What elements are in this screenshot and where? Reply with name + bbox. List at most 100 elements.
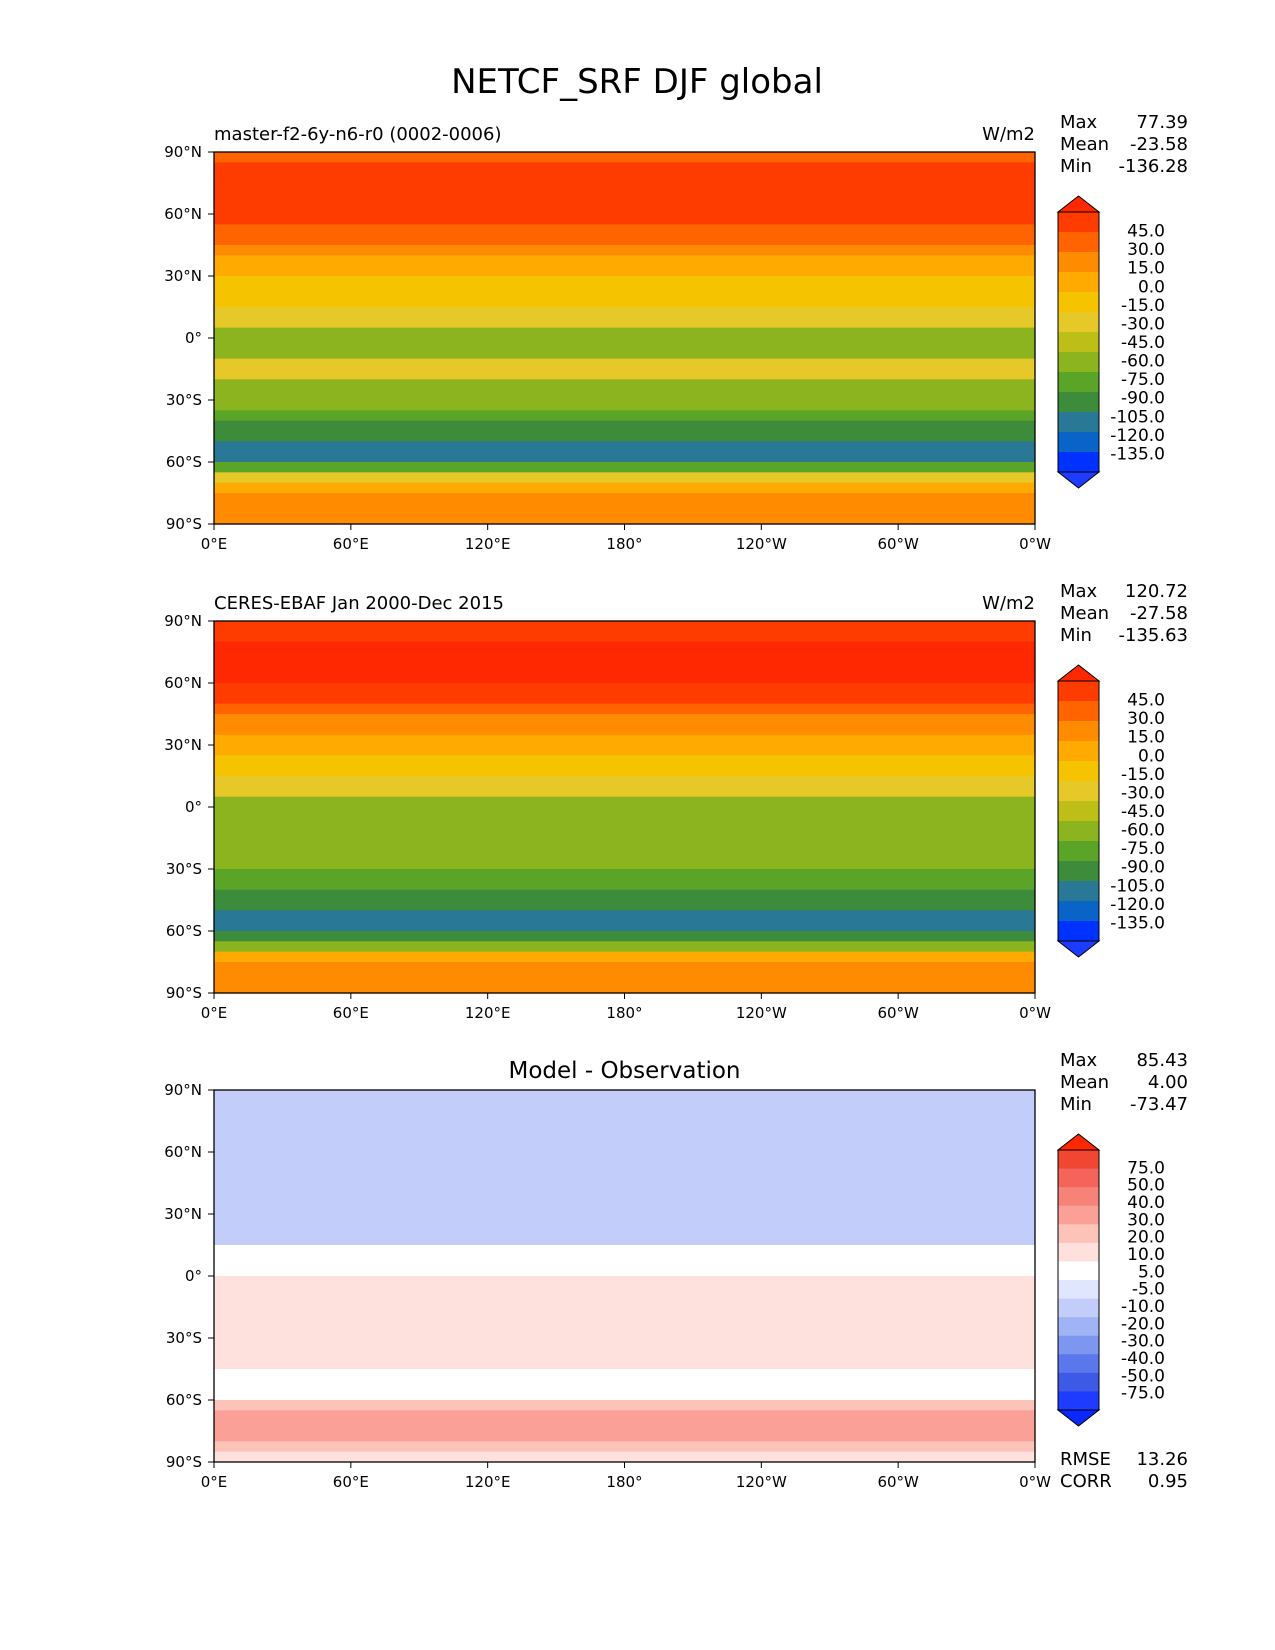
- field-band: [214, 931, 1035, 942]
- stat-value: -136.28: [1119, 156, 1188, 177]
- field-band: [214, 286, 1035, 298]
- panel-3: Model - Observation 0°E 60°E 120°E 180° 120°W…: [164, 1050, 1188, 1492]
- colorbar-segment: [1058, 801, 1099, 822]
- colorbar-segment: [1058, 212, 1099, 233]
- field-band: [214, 379, 1035, 391]
- x-tick-label: 0°W: [1019, 1004, 1051, 1022]
- field-band: [214, 1338, 1035, 1349]
- stat-label: Min: [1060, 625, 1092, 646]
- colorbar-segment: [1058, 452, 1099, 473]
- field-band: [214, 1431, 1035, 1442]
- field-band: [214, 910, 1035, 922]
- field-band: [214, 920, 1035, 932]
- x-tick-label: 60°W: [877, 1473, 919, 1491]
- colorbar-label: -45.0: [1121, 333, 1165, 353]
- colorbar-label: -45.0: [1121, 802, 1165, 822]
- x-tick-label: 180°: [606, 535, 642, 553]
- stat-value: 85.43: [1136, 1050, 1188, 1071]
- field-band: [214, 941, 1035, 953]
- field-band: [214, 1245, 1035, 1256]
- colorbar-segment: [1058, 1372, 1099, 1392]
- field-band: [214, 234, 1035, 246]
- field-band: [214, 1224, 1035, 1236]
- y-tick-label: 90°S: [166, 515, 202, 533]
- colorbar-frame: [1057, 680, 1100, 942]
- colorbar-segment: [1058, 372, 1099, 393]
- field-band: [214, 1441, 1035, 1453]
- colorbar-extend-top: [1056, 664, 1101, 682]
- field-band: [214, 1379, 1035, 1391]
- panel-left-title: CERES-EBAF Jan 2000-Dec 2015: [214, 593, 504, 614]
- colorbar-segment: [1058, 312, 1099, 333]
- field-band: [214, 1389, 1035, 1401]
- field-band: [214, 641, 1035, 653]
- field-band: [214, 358, 1035, 370]
- colorbar-extend-top: [1056, 1133, 1101, 1151]
- y-tick-label: 30°N: [164, 267, 202, 285]
- field-band: [214, 162, 1035, 174]
- colorbar-segment: [1058, 272, 1099, 293]
- field-band: [214, 1183, 1035, 1194]
- colorbar-label: 10.0: [1127, 1245, 1165, 1265]
- y-tick-label: 90°N: [164, 612, 202, 630]
- colorbar-segment: [1058, 1280, 1099, 1300]
- field-band: [214, 1090, 1035, 1101]
- panel-2: CERES-EBAF Jan 2000-Dec 2015 W/m2 0°E 60°E 1…: [164, 581, 1188, 1022]
- stat-label: Min: [1060, 156, 1092, 177]
- field-band: [214, 1172, 1035, 1184]
- field-band: [214, 276, 1035, 287]
- stat-value: 77.39: [1136, 112, 1188, 133]
- colorbar-label: -60.0: [1121, 352, 1165, 372]
- colorbar-segment: [1058, 861, 1099, 882]
- y-tick-label: 30°N: [164, 736, 202, 754]
- x-tick-label: 180°: [606, 1473, 642, 1491]
- field-band: [214, 1276, 1035, 1287]
- field-band: [214, 152, 1035, 163]
- y-tick-label: 60°N: [164, 205, 202, 223]
- colorbar-label: 50.0: [1127, 1176, 1165, 1196]
- field-band: [214, 400, 1035, 411]
- field-band: [214, 327, 1035, 339]
- stat-value: -27.58: [1130, 603, 1188, 624]
- field-band: [214, 807, 1035, 818]
- colorbar-extend-bottom: [1056, 471, 1101, 489]
- field-band: [214, 621, 1035, 632]
- colorbar-segment: [1058, 721, 1099, 742]
- y-tick-label: 90°N: [164, 143, 202, 161]
- field-band: [214, 1327, 1035, 1339]
- field-band: [214, 482, 1035, 494]
- field-band: [214, 662, 1035, 674]
- colorbar-segment: [1058, 232, 1099, 253]
- colorbar-label: -5.0: [1132, 1280, 1165, 1300]
- stat-label: RMSE: [1060, 1449, 1111, 1470]
- y-tick-label: 60°S: [166, 922, 202, 940]
- colorbar-label: 45.0: [1127, 222, 1165, 242]
- x-tick-label: 120°W: [736, 535, 787, 553]
- x-tick-label: 60°E: [333, 1004, 369, 1022]
- x-tick-label: 120°E: [465, 535, 511, 553]
- colorbar-label: -135.0: [1110, 444, 1165, 464]
- colorbar-segment: [1058, 761, 1099, 782]
- y-tick-label: 60°S: [166, 453, 202, 471]
- field-band: [214, 962, 1035, 973]
- colorbar-label: -30.0: [1121, 1332, 1165, 1352]
- stat-value: 120.72: [1125, 581, 1188, 602]
- field-band: [214, 420, 1035, 432]
- field-band: [214, 255, 1035, 267]
- field-band: [214, 1110, 1035, 1122]
- field-band: [214, 838, 1035, 849]
- field-band: [214, 889, 1035, 901]
- field-band: [214, 472, 1035, 484]
- field-band: [214, 796, 1035, 808]
- colorbar-segment: [1058, 921, 1099, 942]
- field-band: [214, 1234, 1035, 1246]
- colorbar: 75.050.040.030.020.010.05.0-5.0-10.0-20.…: [1056, 1133, 1165, 1427]
- y-tick-label: 30°S: [166, 391, 202, 409]
- x-tick-label: 0°E: [201, 1473, 228, 1491]
- field-band: [214, 410, 1035, 422]
- colorbar-label: 30.0: [1127, 709, 1165, 729]
- field-band: [214, 1141, 1035, 1153]
- field-band: [214, 503, 1035, 515]
- field-band: [214, 431, 1035, 442]
- panel-1: master-f2-6y-n6-r0 (0002-0006) W/m2 0°E 60°…: [164, 112, 1188, 553]
